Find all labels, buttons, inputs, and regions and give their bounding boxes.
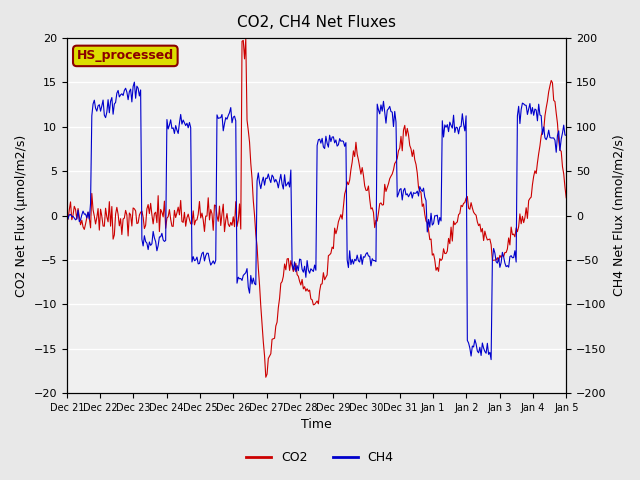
X-axis label: Time: Time [301, 419, 332, 432]
Legend: CO2, CH4: CO2, CH4 [241, 446, 399, 469]
Title: CO2, CH4 Net Fluxes: CO2, CH4 Net Fluxes [237, 15, 396, 30]
Y-axis label: CO2 Net Flux (μmol/m2/s): CO2 Net Flux (μmol/m2/s) [15, 134, 28, 297]
Text: HS_processed: HS_processed [77, 49, 174, 62]
Y-axis label: CH4 Net Flux (nmol/m2/s): CH4 Net Flux (nmol/m2/s) [612, 135, 625, 297]
